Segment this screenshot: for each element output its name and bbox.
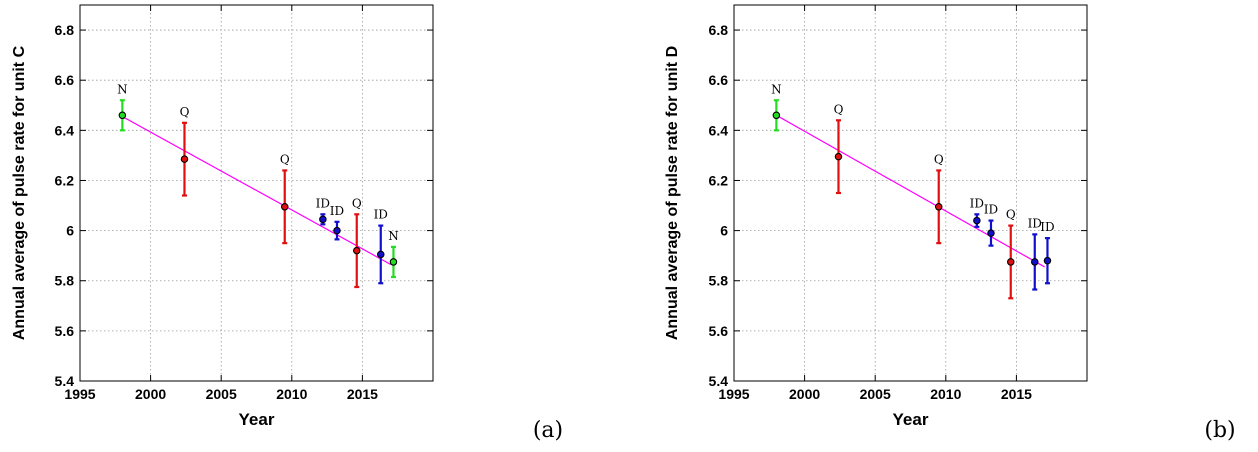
y-tick-label: 6.4	[55, 122, 75, 138]
data-point-label: Q	[934, 152, 944, 166]
data-point-label: N	[771, 82, 782, 96]
y-tick-label: 5.4	[709, 373, 729, 389]
data-point-label: ID	[316, 196, 330, 210]
data-point-label: Q	[352, 196, 362, 210]
data-point	[333, 226, 341, 235]
x-tick-label: 1995	[718, 386, 749, 402]
y-tick-label: 5.8	[55, 273, 75, 289]
data-point	[389, 258, 398, 266]
x-tick-label: 2000	[789, 386, 820, 402]
y-tick-label: 6	[66, 223, 74, 239]
x-tick-label: 2010	[930, 386, 961, 402]
y-tick-label: 6.6	[709, 72, 729, 88]
x-axis-label: Year	[239, 410, 275, 429]
data-point-label: Q	[180, 105, 190, 119]
data-point-label: ID	[330, 204, 344, 218]
data-point	[772, 111, 781, 120]
data-point-label: Q	[1006, 208, 1016, 222]
y-tick-label: 6.8	[55, 22, 75, 38]
data-point-label: Q	[280, 152, 290, 166]
x-tick-label: 2000	[135, 386, 166, 402]
data-point-label: ID	[374, 208, 388, 222]
x-tick-label: 2015	[347, 386, 378, 402]
data-point-label: N	[388, 229, 399, 243]
x-tick-label: 2005	[206, 386, 237, 402]
data-point	[118, 111, 127, 120]
y-tick-label: 6.8	[709, 22, 729, 38]
y-axis-label: Annual average of pulse rate for unit D	[664, 46, 681, 340]
plot-frame	[733, 4, 1088, 382]
data-point-label: ID	[1040, 220, 1054, 234]
data-point	[377, 250, 385, 259]
chart-panel-a: 1995 2000 2005 2010 2015 5.4 5.6 5.8 6 6.2 6.4 6.6 6…	[11, 4, 563, 443]
data-point	[319, 215, 327, 224]
data-point-label: N	[117, 82, 128, 96]
y-tick-label: 6.2	[55, 172, 75, 188]
panel-tag: (b)	[1204, 418, 1235, 443]
y-axis-label: Annual average of pulse rate for unit C	[11, 45, 28, 340]
y-tick-label: 6.2	[709, 172, 729, 188]
chart-panel-b: 1995 2000 2005 2010 2015 5.4 5.6 5.8 6 6.2 6.4 6.6 6…	[664, 4, 1236, 443]
y-tick-label: 5.6	[709, 323, 729, 339]
data-point-label: ID	[1028, 216, 1042, 230]
fit-line	[122, 116, 391, 265]
data-point-label: Q	[834, 102, 844, 116]
x-tick-label: 2015	[1001, 386, 1032, 402]
data-point	[353, 246, 361, 255]
data-point	[280, 203, 289, 211]
data-point-label: ID	[984, 203, 998, 217]
x-tick-label: 2005	[860, 386, 891, 402]
data-point	[973, 216, 981, 225]
data-point	[1043, 256, 1052, 265]
data-point	[180, 155, 189, 163]
data-point	[987, 229, 995, 237]
fit-line	[776, 114, 1045, 268]
panel-tag: (a)	[533, 418, 563, 443]
y-tick-label: 6.6	[55, 72, 75, 88]
y-tick-label: 5.4	[55, 373, 75, 389]
y-tick-label: 6.4	[709, 122, 729, 138]
data-point	[1031, 258, 1039, 266]
x-tick-label: 1995	[64, 386, 95, 402]
data-point	[934, 203, 943, 211]
data-point-label: ID	[970, 196, 984, 210]
data-point	[1007, 258, 1015, 266]
plot-frame	[79, 4, 434, 382]
x-axis-label: Year	[893, 410, 929, 429]
y-tick-label: 6	[720, 223, 728, 239]
y-tick-label: 5.8	[709, 273, 729, 289]
x-tick-label: 2010	[276, 386, 307, 402]
y-tick-label: 5.6	[55, 323, 75, 339]
data-point	[834, 152, 843, 161]
